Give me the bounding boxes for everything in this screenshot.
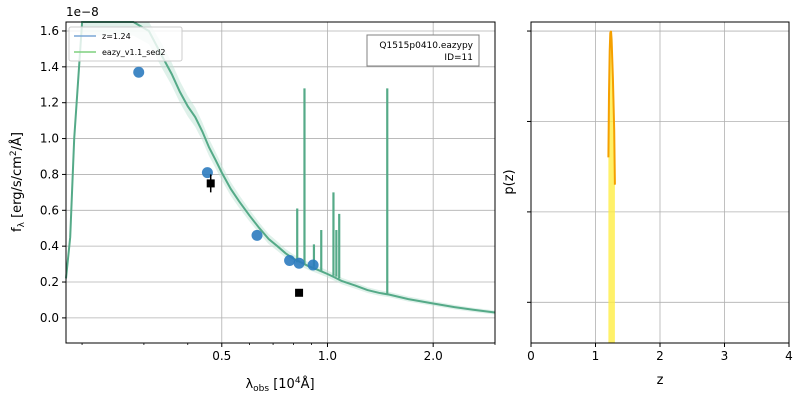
pz-x-axis-label: z [657, 373, 664, 388]
sed-annotation-line2: ID=11 [444, 53, 473, 63]
sed-y-axis-label: fλ [erg/s/cm2/Å] [9, 132, 27, 232]
sed-legend-box [68, 26, 183, 62]
sed-observed-point [295, 288, 304, 297]
sed-y-tick-label: 0.4 [40, 239, 59, 253]
sed-offset-label: 1e−8 [66, 5, 99, 19]
legend-label-z: z=1.24 [102, 32, 131, 41]
sed-plot-area [66, 22, 495, 343]
sed-x-tick-label: 1.0 [318, 349, 337, 363]
pz-y-ticks [527, 30, 531, 303]
sed-grid [66, 22, 495, 343]
sed-model-photometry [133, 66, 319, 271]
sed-y-tick-label: 1.6 [40, 24, 59, 38]
sed-axes-frame [65, 21, 496, 344]
sed-y-tick-label: 0.2 [40, 275, 59, 289]
sed-panel: 0.5 1.0 2.0 0.0 0.2 0.4 0.6 0.8 1.0 1.2 1.4 1.6 1e… [9, 5, 496, 394]
sed-y-tick-label: 0.0 [40, 311, 59, 325]
legend-label-template: eazy_v1.1_sed2 [102, 48, 165, 57]
pz-panel: 0 1 2 3 4 z p(z) [502, 21, 793, 388]
sed-annotation-line1: Q1515p0410.eazypy [379, 41, 473, 51]
sed-y-tick-label: 0.6 [40, 203, 59, 217]
sed-y-ticks: 0.0 0.2 0.4 0.6 0.8 1.0 1.2 1.4 1.6 [40, 24, 66, 325]
pz-x-tick-label: 0 [527, 349, 535, 363]
pz-x-tick-label: 3 [721, 349, 729, 363]
sed-observed-photometry [206, 174, 304, 297]
sed-model-point [307, 259, 319, 271]
sed-model-point [133, 66, 145, 78]
pz-x-ticks: 0 1 2 3 4 [527, 343, 793, 363]
pz-y-axis-label: p(z) [502, 169, 517, 194]
sed-legend: z=1.24 eazy_v1.1_sed2 [68, 26, 183, 62]
sed-y-tick-label: 0.8 [40, 167, 59, 181]
sed-y-tick-label: 1.2 [40, 96, 59, 110]
sed-x-axis-label: λobs [104Å] [245, 376, 314, 394]
sed-observed-point [206, 179, 215, 188]
sed-x-tick-label: 0.5 [212, 349, 231, 363]
pz-curve [607, 30, 616, 343]
sed-x-tick-label: 2.0 [424, 349, 443, 363]
pz-x-tick-label: 4 [785, 349, 793, 363]
sed-y-tick-label: 1.0 [40, 132, 59, 146]
sed-model-point [293, 257, 305, 269]
pz-x-tick-label: 1 [592, 349, 600, 363]
sed-y-tick-label: 1.4 [40, 60, 59, 74]
sed-model-point [251, 229, 263, 241]
sed-model-point [284, 255, 296, 267]
pz-x-tick-label: 2 [656, 349, 664, 363]
sed-annotation: Q1515p0410.eazypy ID=11 [366, 34, 480, 67]
sed-x-ticks: 0.5 1.0 2.0 [81, 343, 496, 363]
sed-annotation-box [366, 34, 480, 67]
pz-line [607, 30, 616, 185]
